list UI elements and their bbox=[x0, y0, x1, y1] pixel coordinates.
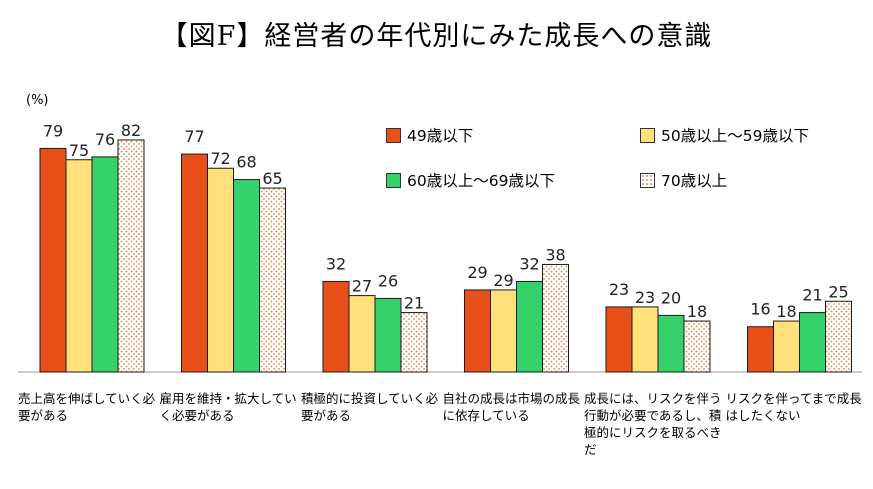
legend-item-1: 49歳以下 bbox=[386, 127, 473, 145]
bar-1-series-4 bbox=[117, 139, 145, 373]
legend-item-4: 70歳以上 bbox=[640, 172, 727, 190]
value-label-1-series-3: 76 bbox=[95, 130, 115, 149]
bar-4-series-1 bbox=[464, 289, 491, 373]
legend-label-4: 70歳以上 bbox=[661, 172, 728, 190]
legend-swatch-2 bbox=[640, 128, 655, 143]
value-label-3-series-1: 32 bbox=[326, 254, 346, 273]
legend-label-2: 50歳以上～59歳以下 bbox=[661, 127, 809, 145]
bar-3-series-1 bbox=[322, 280, 350, 373]
bar-5-series-4 bbox=[683, 320, 711, 373]
category-label-3: 積極的に投資していく必要がある bbox=[301, 391, 439, 423]
bar-2-series-1 bbox=[181, 153, 208, 373]
value-label-4-series-4: 38 bbox=[545, 245, 565, 264]
value-label-1-series-4: 82 bbox=[121, 121, 141, 140]
value-label-4-series-1: 29 bbox=[467, 263, 487, 282]
value-label-3-series-3: 26 bbox=[378, 271, 398, 290]
value-label-5-series-2: 23 bbox=[635, 288, 655, 307]
bar-5-series-2 bbox=[631, 306, 659, 373]
category-label-6: リスクを伴ってまで成長はしたくない bbox=[725, 391, 862, 423]
value-label-1-series-2: 75 bbox=[69, 141, 89, 160]
bar-2-series-3 bbox=[233, 179, 260, 373]
legend-item-3: 60歳以上～69歳以下 bbox=[386, 172, 555, 190]
legend-swatch-3 bbox=[386, 173, 401, 188]
bars-group bbox=[39, 139, 852, 373]
value-label-6-series-2: 18 bbox=[776, 302, 796, 321]
bar-5-series-1 bbox=[605, 306, 633, 373]
value-label-6-series-1: 16 bbox=[750, 300, 770, 319]
value-label-2-series-3: 68 bbox=[236, 153, 256, 172]
bar-1-series-3 bbox=[91, 156, 119, 373]
value-label-2-series-4: 65 bbox=[262, 169, 282, 188]
category-label-4: 自社の成長は市場の成長に依存している bbox=[442, 391, 581, 423]
value-label-5-series-4: 18 bbox=[687, 302, 707, 321]
value-label-3-series-2: 27 bbox=[352, 277, 372, 296]
bar-6-series-4 bbox=[825, 300, 852, 373]
bar-4-series-2 bbox=[490, 289, 517, 373]
bar-3-series-2 bbox=[348, 295, 376, 373]
bar-6-series-3 bbox=[799, 312, 826, 373]
legend-label-1: 49歳以下 bbox=[407, 127, 474, 145]
value-label-6-series-3: 21 bbox=[802, 286, 822, 305]
value-label-4-series-3: 32 bbox=[519, 254, 539, 273]
y-axis-unit: (%) bbox=[26, 93, 49, 108]
value-label-2-series-1: 77 bbox=[184, 127, 204, 146]
legend-item-2: 50歳以上～59歳以下 bbox=[640, 127, 809, 145]
category-label-5: 成長には、リスクを伴う行動が必要であるし、積極的にリスクを取るべきだ bbox=[584, 391, 722, 457]
category-label-2: 雇用を維持・拡大していく必要がある bbox=[159, 391, 297, 423]
legend-swatch-4 bbox=[640, 173, 655, 188]
bar-4-series-3 bbox=[516, 280, 543, 373]
value-labels-group: 79 75 76 82 77 72 68 65 32 27 26 21 29 29 32 38 23 23 20 18… bbox=[43, 121, 849, 321]
chart-title: 【図F】経営者の年代別にみた成長への意識 bbox=[160, 21, 713, 52]
bar-4-series-4 bbox=[542, 263, 569, 373]
bar-2-series-4 bbox=[259, 187, 286, 373]
bar-1-series-2 bbox=[65, 159, 93, 373]
bar-6-series-2 bbox=[773, 320, 800, 373]
bar-3-series-3 bbox=[374, 297, 402, 373]
bar-6-series-1 bbox=[747, 326, 774, 373]
value-label-4-series-2: 29 bbox=[493, 271, 513, 290]
bar-3-series-4 bbox=[400, 312, 428, 373]
value-label-5-series-3: 20 bbox=[661, 288, 681, 307]
legend-label-3: 60歳以上～69歳以下 bbox=[407, 172, 555, 190]
value-label-6-series-4: 25 bbox=[828, 282, 848, 301]
value-label-1-series-1: 79 bbox=[43, 121, 63, 140]
value-label-3-series-4: 21 bbox=[404, 294, 424, 313]
bar-2-series-2 bbox=[207, 167, 234, 373]
bar-5-series-3 bbox=[657, 314, 685, 373]
legend-swatch-1 bbox=[386, 128, 401, 143]
value-label-2-series-2: 72 bbox=[210, 149, 230, 168]
category-label-1: 売上高を伸ばしていく必要がある bbox=[18, 391, 156, 423]
value-label-5-series-1: 23 bbox=[609, 280, 629, 299]
bar-1-series-1 bbox=[39, 147, 67, 373]
